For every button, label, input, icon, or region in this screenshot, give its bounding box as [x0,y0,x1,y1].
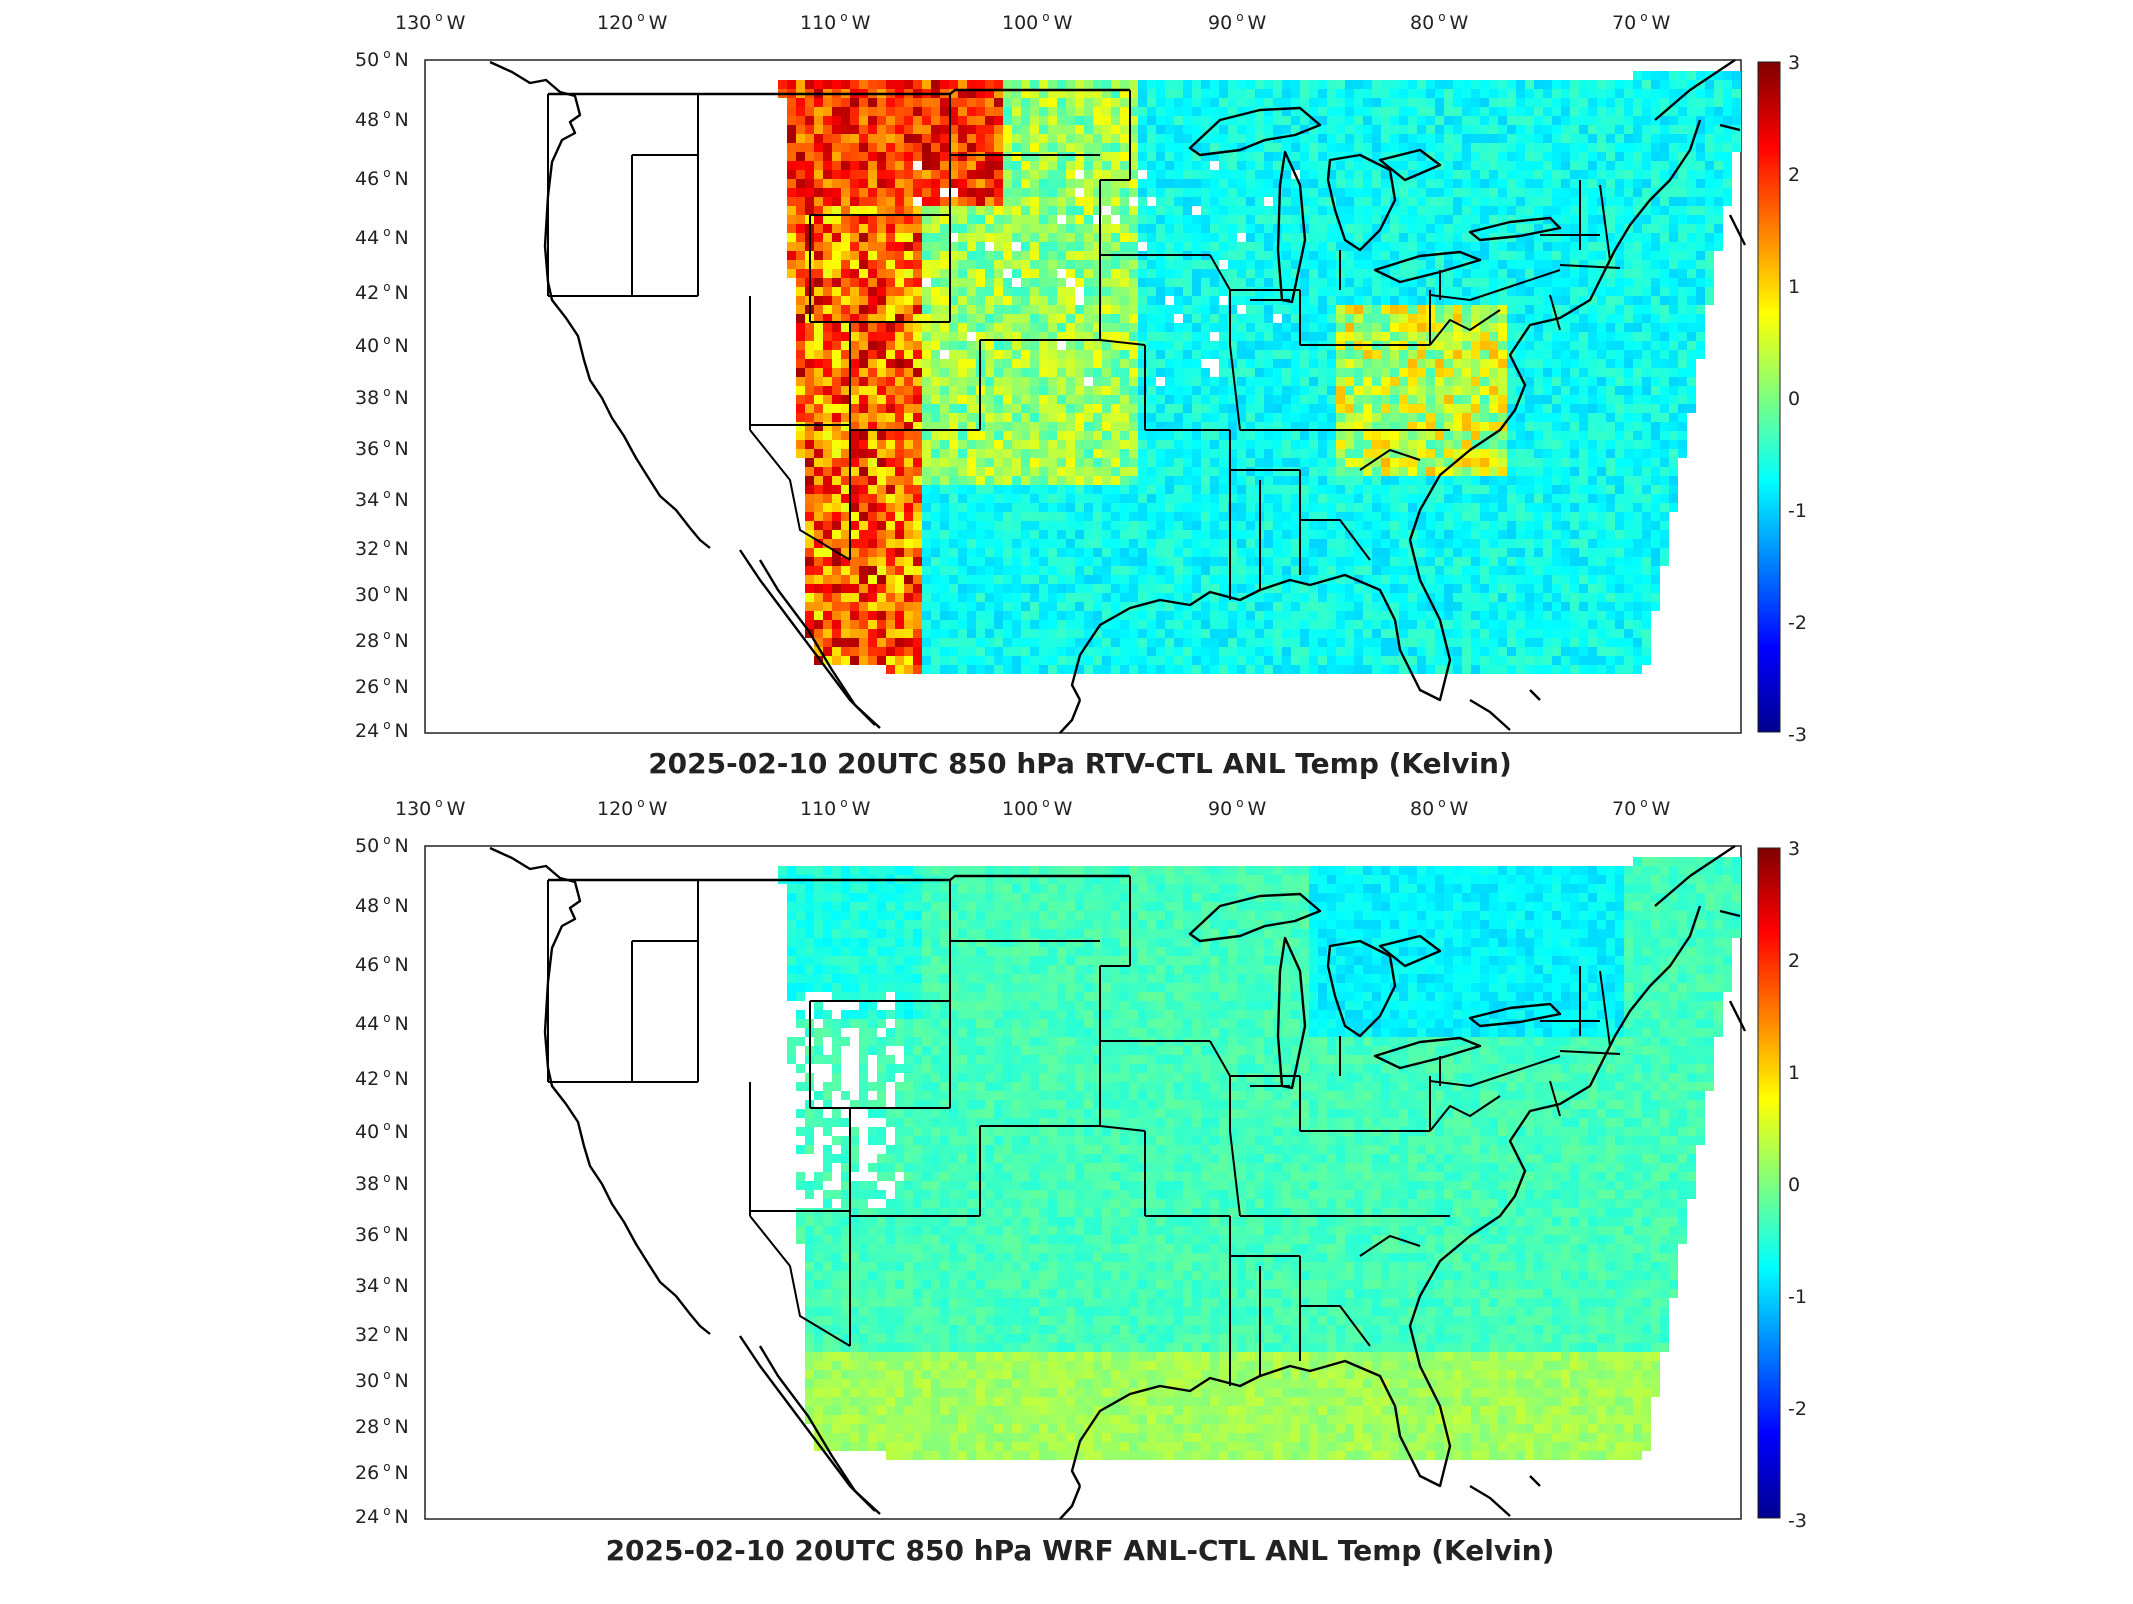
colorbar-ticks: 3 2 1 0 -1 -2 -3 [1788,838,1807,1532]
colorbar-tick-label: -2 [1788,612,1807,634]
colorbar-tick-label: 2 [1788,164,1800,186]
colorbar-tick-label: 2 [1788,950,1800,972]
colorbar-tick-label: 1 [1788,1062,1800,1084]
colorbar-tick-label: -2 [1788,1398,1807,1420]
colorbar-tick-label: 0 [1788,388,1800,410]
panel-title: 2025-02-10 20UTC 850 hPa RTV-CTL ANL Tem… [648,747,1512,780]
panel-title: 2025-02-10 20UTC 850 hPa WRF ANL-CTL ANL… [606,1534,1555,1567]
colorbar-tick-label: -3 [1788,1510,1807,1532]
colorbar-tick-label: 0 [1788,1174,1800,1196]
colorbar [1758,848,1780,1518]
colorbar-tick-label: -1 [1788,1286,1807,1308]
colorbar-tick-label: -3 [1788,724,1807,746]
colorbar-tick-label: 3 [1788,838,1800,860]
colorbar-tick-label: 3 [1788,52,1800,74]
colorbar-tick-label: 1 [1788,276,1800,298]
colorbar [1758,62,1780,732]
colorbar-ticks: 3 2 1 0 -1 -2 -3 [1788,52,1807,746]
colorbar-tick-label: -1 [1788,500,1807,522]
